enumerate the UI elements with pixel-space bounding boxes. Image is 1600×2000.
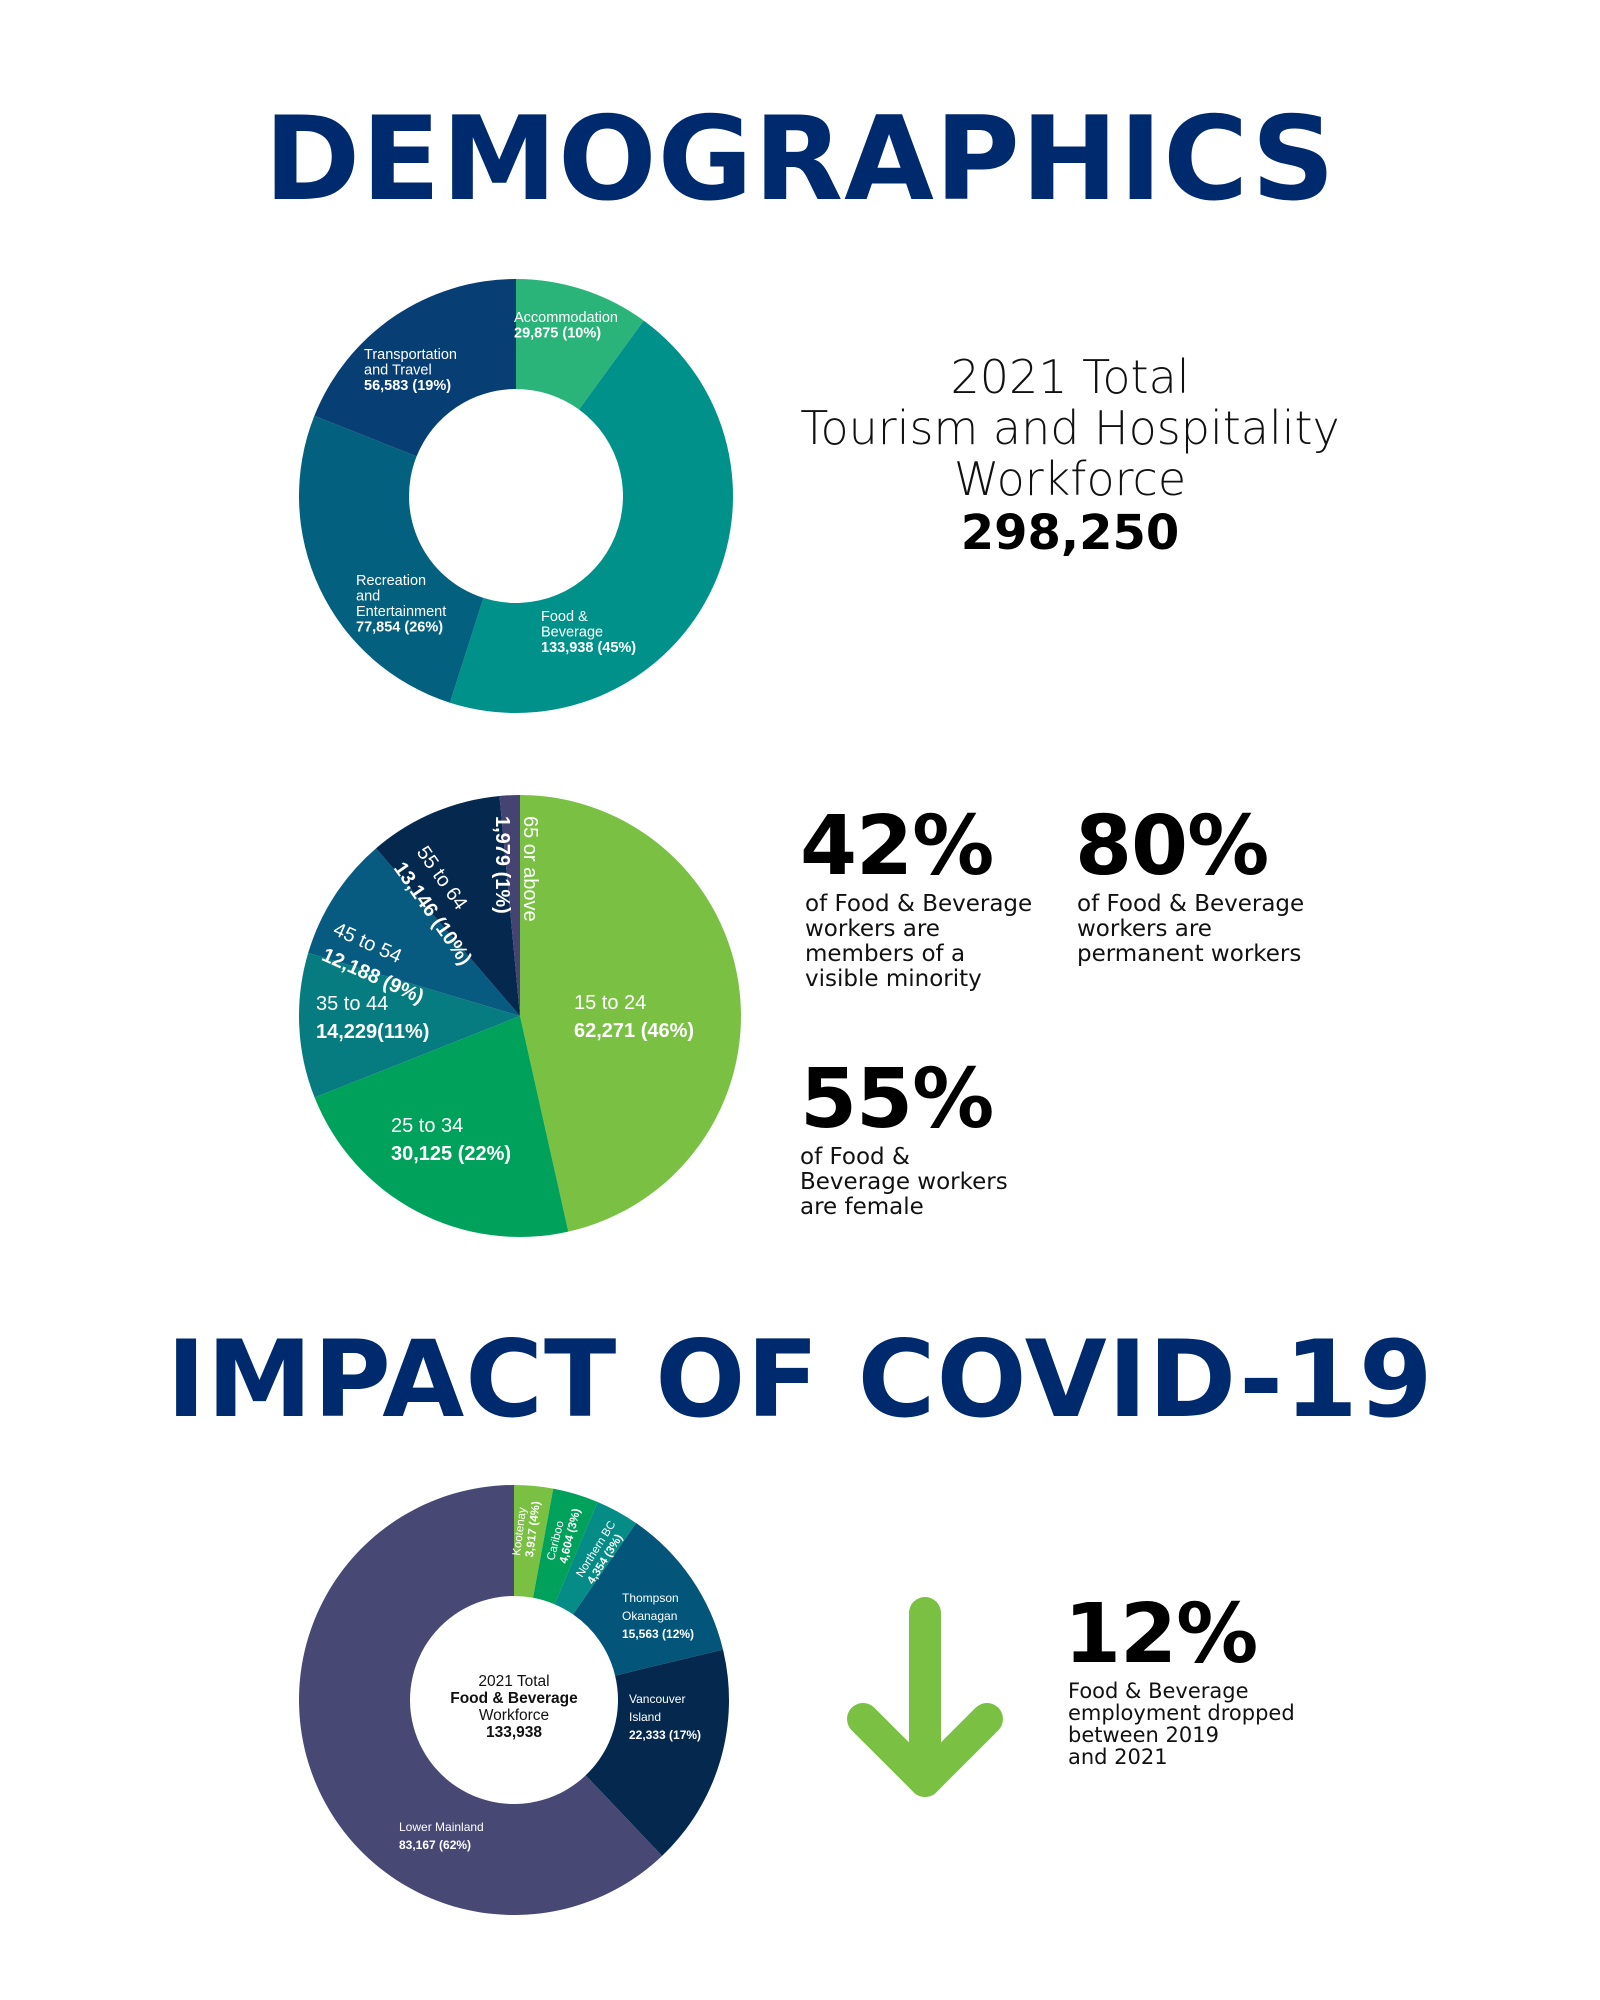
- slice-label: Transportation and Travel 56,583 (19%): [364, 347, 457, 394]
- slice-label: Accommodation 29,875 (10%): [514, 310, 618, 342]
- age-slice: [299, 952, 520, 1098]
- region-slice: [514, 1485, 554, 1598]
- age-slice: [308, 848, 520, 1016]
- workforce-total: 2021 Total Tourism and Hospitality Workf…: [760, 350, 1380, 562]
- workforce-total-line: Tourism and Hospitality: [800, 401, 1340, 455]
- svg-text:65 or above1,979 (1%): 65 or above1,979 (1%): [491, 816, 541, 922]
- stat-description: of Food & Beverage workers are members of…: [805, 891, 1033, 992]
- slice-label: 65 or above1,979 (1%): [491, 816, 541, 922]
- arrow-down-shape: [847, 1597, 1003, 1797]
- sector-slice: [449, 320, 733, 713]
- region-donut-chart: Kootenay3,917 (4%) Cariboo4,604 (3%)North…: [298, 1485, 729, 1915]
- sector-slice: [299, 415, 484, 703]
- donut-center-label: 2021 Total Food & Beverage Workforce 133,93…: [450, 1673, 578, 1741]
- sector-donut-chart: Accommodation 29,875 (10%) Food & Beverage 1…: [299, 279, 733, 713]
- slice-label: 25 to 34 30,125 (22%): [391, 1115, 511, 1165]
- region-slice: [533, 1488, 598, 1605]
- stat-value: 80%: [1075, 799, 1269, 894]
- region-slice: [585, 1649, 729, 1856]
- age-slice: [314, 1016, 569, 1237]
- slice-label: Vancouver Island 22,333 (17%): [629, 1692, 701, 1742]
- slice-label: Food & Beverage 133,938 (45%): [541, 609, 636, 656]
- slice-label: Lower Mainland 83,167 (62%): [399, 1820, 484, 1852]
- stat-description: Food & Beverage employment dropped betwee…: [1068, 1679, 1295, 1769]
- stat-value: 42%: [800, 799, 994, 894]
- stat-description: of Food & Beverage workers are female: [800, 1144, 1008, 1220]
- arrow-down-icon: [847, 1597, 1003, 1797]
- region-slice: [554, 1501, 637, 1615]
- slice-label: 35 to 44 14,229(11%): [316, 993, 429, 1043]
- age-slice: [499, 795, 520, 1016]
- age-slice: [520, 795, 742, 1232]
- age-pie-chart: 15 to 24 62,271 (46%) 25 to 34 30,125 (22%)…: [299, 795, 742, 1237]
- sector-slice: [516, 279, 644, 410]
- region-slice: [573, 1523, 724, 1676]
- stat-female-workers: 55% of Food & Beverage workers are female: [800, 1055, 1008, 1220]
- stat-permanent-workers: 80% of Food & Beverage workers are perman…: [1075, 802, 1304, 967]
- workforce-total-line: Workforce: [953, 452, 1187, 506]
- sector-slice: [314, 279, 516, 457]
- stat-description: of Food & Beverage workers are permanent …: [1077, 891, 1305, 967]
- stat-visible-minority: 42% of Food & Beverage workers are member…: [800, 802, 1032, 992]
- age-slice: [376, 795, 520, 1016]
- covid-heading: IMPACT OF COVID-19: [166, 1318, 1434, 1441]
- slice-label: Thompson Okanagan 15,563 (12%): [622, 1591, 694, 1641]
- demographics-heading: DEMOGRAPHICS: [264, 92, 1336, 227]
- stat-value: 55%: [800, 1052, 994, 1147]
- stat-employment-drop: 12% Food & Beverage employment dropped be…: [1064, 1587, 1295, 1769]
- workforce-total-line: 2021 Total: [950, 350, 1190, 404]
- stat-value: 12%: [1064, 1587, 1258, 1682]
- workforce-total-value: 298,250: [960, 505, 1180, 561]
- slice-label: 15 to 24 62,271 (46%): [574, 992, 694, 1042]
- region-slice: [298, 1485, 663, 1915]
- slice-label: Recreation and Entertainment 77,854 (26%): [356, 573, 446, 636]
